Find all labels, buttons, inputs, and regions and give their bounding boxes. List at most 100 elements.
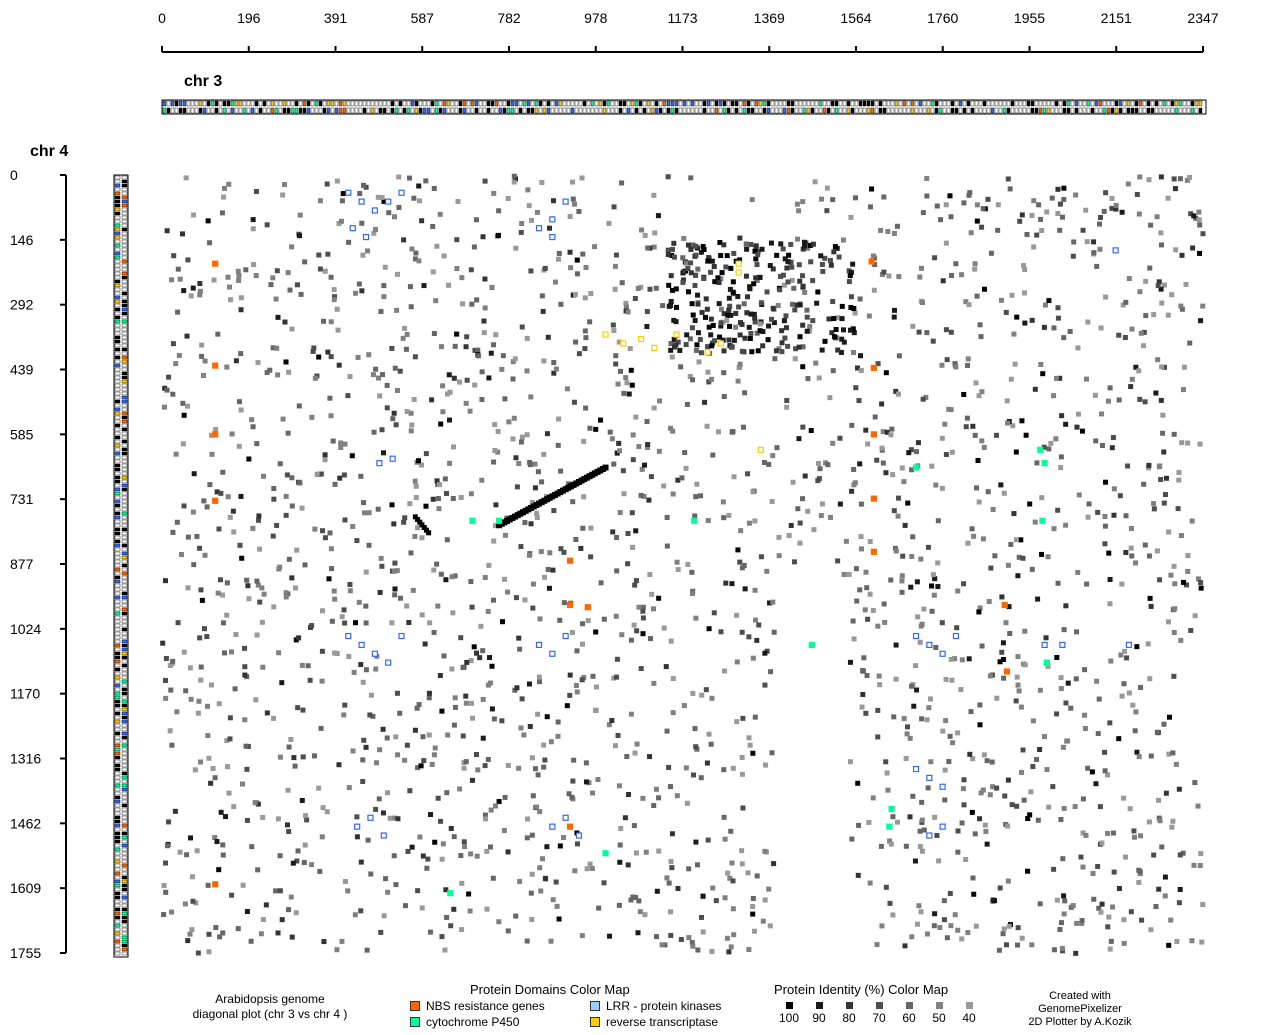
domain-dot [349, 225, 356, 232]
y-tick-label: 439 [10, 362, 34, 378]
x-track-gene [314, 107, 319, 114]
identity-dot [1143, 278, 1149, 284]
identity-dot [786, 533, 792, 539]
identity-dot [1147, 265, 1153, 271]
x-track-gene [1082, 107, 1087, 114]
identity-dot [277, 754, 283, 760]
identity-dot [289, 934, 295, 940]
identity-dot [416, 458, 422, 464]
identity-dot [1055, 315, 1061, 321]
identity-dot [961, 391, 967, 397]
identity-dot [282, 319, 288, 325]
identity-dot [1093, 438, 1099, 444]
identity-dot [745, 471, 751, 477]
identity-dot [797, 540, 803, 546]
identity-dot [527, 459, 533, 465]
identity-dot [517, 646, 523, 652]
identity-dot [1055, 580, 1061, 586]
identity-dot [557, 617, 563, 623]
y-track-gene [121, 895, 128, 900]
identity-dot [319, 834, 325, 840]
y-track-gene [121, 811, 128, 816]
identity-dot [239, 555, 245, 561]
identity-dot [311, 753, 317, 759]
identity-dot [790, 479, 796, 485]
x-track-gene [1166, 100, 1171, 107]
identity-dot [383, 876, 389, 882]
identity-dot [831, 334, 837, 340]
x-track-gene [698, 107, 703, 114]
identity-dot [802, 289, 808, 295]
identity-dot [1061, 627, 1067, 633]
identity-dot [712, 338, 718, 344]
x-track-gene [950, 107, 955, 114]
identity-dot [463, 759, 469, 765]
x-track-gene [706, 107, 711, 114]
x-track-gene [302, 107, 307, 114]
identity-dot [1041, 324, 1047, 330]
identity-dot [601, 616, 607, 622]
identity-dot [695, 301, 701, 307]
identity-dot [764, 289, 770, 295]
identity-dot [545, 334, 551, 340]
identity-dot [693, 243, 699, 249]
y-track-gene [114, 735, 121, 740]
identity-dot [231, 804, 237, 810]
identity-dot [633, 578, 639, 584]
y-track-gene [114, 859, 121, 864]
identity-dot [791, 559, 797, 565]
identity-dot [488, 807, 494, 813]
identity-dot [165, 843, 171, 849]
identity-dot [988, 565, 994, 571]
y-track-gene [114, 711, 121, 716]
identity-dot [1171, 431, 1177, 437]
identity-dot [366, 542, 372, 548]
identity-dot [458, 635, 464, 641]
identity-dot [585, 618, 591, 624]
identity-dot [651, 244, 657, 250]
y-track-gene [121, 527, 128, 532]
identity-dot [495, 428, 501, 434]
x-track-gene [1066, 100, 1071, 107]
identity-dot [711, 610, 717, 616]
identity-dot [795, 236, 801, 242]
identity-dot [1162, 874, 1168, 880]
y-track-gene [121, 319, 128, 324]
x-track-gene [366, 100, 371, 107]
y-track-gene [114, 707, 121, 712]
identity-dot [469, 777, 475, 783]
identity-dot [1025, 816, 1031, 822]
x-track-gene [1182, 100, 1187, 107]
identity-dot [202, 552, 208, 558]
x-track-gene [362, 100, 367, 107]
y-track-gene [121, 819, 128, 824]
identity-dot [751, 311, 757, 317]
identity-dot [921, 827, 927, 833]
y-track-gene [121, 463, 128, 468]
identity-dot [491, 716, 497, 722]
identity-dot [1116, 886, 1122, 892]
identity-dot [1005, 823, 1011, 829]
x-track-gene [1046, 100, 1051, 107]
identity-dot [578, 545, 584, 551]
domain-dots [212, 189, 1133, 897]
y-track-gene [121, 623, 128, 628]
identity-dot [394, 271, 400, 277]
identity-dot [1196, 209, 1202, 215]
identity-dot [988, 250, 994, 256]
y-track-gene [114, 371, 121, 376]
identity-dot [657, 398, 663, 404]
x-track-gene [514, 100, 519, 107]
identity-dot [800, 424, 806, 430]
identity-dot [952, 912, 958, 918]
identity-dot [492, 523, 498, 529]
identity-dot [718, 629, 724, 635]
x-track-gene [766, 107, 771, 114]
y-track-gene [121, 787, 128, 792]
identity-dot [359, 288, 365, 294]
identity-dot [170, 391, 176, 397]
identity-dot [944, 357, 950, 363]
identity-dot [491, 190, 497, 196]
identity-dot [510, 359, 516, 365]
identity-dot [1185, 553, 1191, 559]
